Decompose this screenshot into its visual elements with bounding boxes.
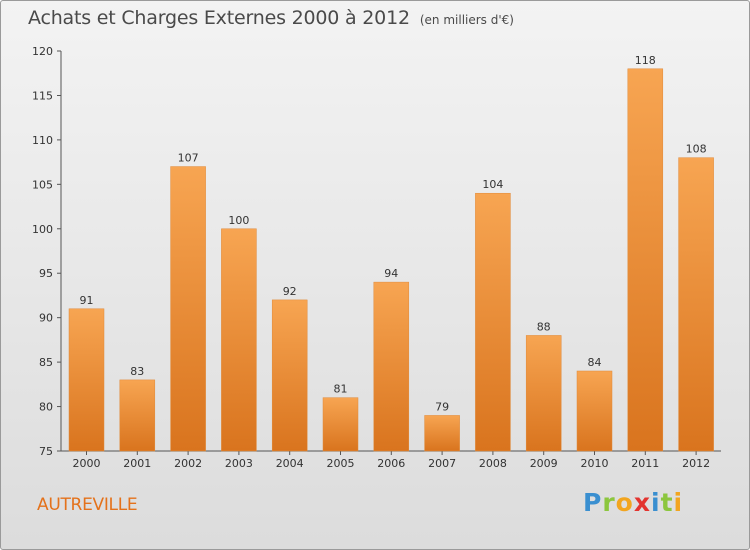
chart-subtitle: (en milliers d'€) xyxy=(419,13,514,27)
data-label: 92 xyxy=(283,285,297,298)
chart-title: Achats et Charges Externes 2000 à 2012 xyxy=(28,7,410,29)
data-label: 88 xyxy=(537,320,551,333)
data-label: 83 xyxy=(130,365,144,378)
bar xyxy=(525,335,562,452)
y-tick-label: 95 xyxy=(39,267,53,280)
x-tick-label: 2007 xyxy=(428,457,456,470)
bar xyxy=(475,192,511,452)
y-tick-label: 115 xyxy=(32,89,53,102)
y-tick-label: 85 xyxy=(39,356,53,369)
data-label: 84 xyxy=(588,356,602,369)
x-tick-label: 2004 xyxy=(276,457,304,470)
bar xyxy=(170,166,206,452)
y-tick-label: 105 xyxy=(32,178,53,191)
x-tick-label: 2010 xyxy=(581,457,609,470)
logo-letter: i xyxy=(651,488,661,517)
logo-letter: r xyxy=(602,488,616,517)
logo-letter: i xyxy=(673,488,684,517)
data-label: 91 xyxy=(80,294,94,307)
x-tick-label: 2003 xyxy=(225,457,253,470)
x-tick-label: 2009 xyxy=(530,457,558,470)
logo-letter: t xyxy=(660,488,674,517)
y-tick-label: 100 xyxy=(32,223,53,236)
data-label: 100 xyxy=(228,214,249,227)
title-row: Achats et Charges Externes 2000 à 2012 (e… xyxy=(28,7,514,29)
data-label: 108 xyxy=(686,143,707,156)
x-tick-label: 2012 xyxy=(682,457,710,470)
y-tick-label: 75 xyxy=(39,445,53,458)
data-label: 118 xyxy=(635,54,656,67)
logo-letter: x xyxy=(633,488,651,517)
bar xyxy=(119,379,156,452)
x-tick-label: 2008 xyxy=(479,457,507,470)
x-tick-label: 2011 xyxy=(631,457,659,470)
x-tick-label: 2002 xyxy=(174,457,202,470)
data-label: 107 xyxy=(178,152,199,165)
bar xyxy=(221,228,257,452)
y-tick-label: 80 xyxy=(39,401,53,414)
bar xyxy=(678,157,714,452)
x-tick-label: 2005 xyxy=(327,457,355,470)
y-tick-label: 90 xyxy=(39,312,53,325)
y-tick-label: 110 xyxy=(32,134,53,147)
data-label: 104 xyxy=(482,178,503,191)
bar xyxy=(576,370,613,452)
commune-name: AUTREVILLE xyxy=(37,495,138,515)
x-tick-label: 2006 xyxy=(377,457,405,470)
proxiti-logo: Proxiti xyxy=(583,488,683,517)
y-tick-label: 120 xyxy=(32,45,53,58)
x-tick-label: 2001 xyxy=(123,457,151,470)
data-label: 81 xyxy=(334,383,348,396)
data-label: 94 xyxy=(384,267,398,280)
bar xyxy=(424,415,460,452)
bar xyxy=(68,308,105,452)
x-tick-label: 2000 xyxy=(73,457,101,470)
bar xyxy=(271,299,308,452)
bar xyxy=(373,281,410,452)
logo-letter: P xyxy=(583,488,603,517)
bar xyxy=(322,397,359,452)
logo-letter: o xyxy=(615,488,634,517)
data-label: 79 xyxy=(435,400,449,413)
bar xyxy=(627,68,664,452)
